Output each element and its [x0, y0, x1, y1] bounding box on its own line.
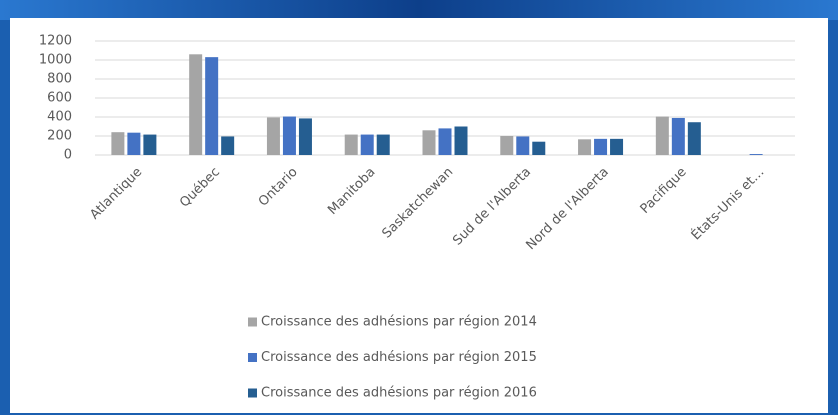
bar	[298, 118, 312, 155]
bar	[111, 132, 125, 155]
bar	[532, 141, 546, 155]
bar	[360, 134, 374, 155]
bar	[376, 134, 390, 155]
y-tick-label: 800	[47, 72, 72, 87]
panel	[10, 18, 828, 413]
bar	[221, 136, 235, 155]
bar	[344, 134, 358, 155]
bar	[749, 154, 763, 155]
bar	[516, 136, 530, 155]
legend-swatch	[248, 388, 257, 398]
bar	[127, 132, 141, 155]
bar	[655, 116, 669, 155]
banner	[0, 0, 838, 20]
bar	[687, 122, 701, 155]
y-tick-label: 0	[64, 148, 72, 163]
bar	[205, 57, 219, 155]
bar	[594, 138, 608, 155]
bar	[438, 128, 452, 155]
y-tick-label: 1000	[39, 53, 72, 68]
legend-swatch	[248, 353, 257, 362]
bar	[578, 139, 592, 155]
bar	[266, 117, 280, 155]
bar	[671, 117, 685, 155]
legend-label: Croissance des adhésions par région 2015	[261, 350, 537, 365]
y-tick-label: 400	[47, 110, 72, 125]
y-tick-label: 1200	[39, 34, 72, 49]
bar	[500, 136, 514, 155]
bar	[189, 54, 203, 155]
y-tick-label: 600	[47, 91, 72, 106]
legend-swatch	[248, 317, 257, 327]
bar	[454, 126, 468, 155]
y-tick-label: 200	[47, 129, 72, 144]
bar	[143, 134, 157, 155]
bar	[282, 116, 296, 155]
legend-label: Croissance des adhésions par région 2014	[261, 315, 537, 330]
bar	[610, 138, 624, 155]
legend-label: Croissance des adhésions par région 2016	[261, 386, 537, 401]
bar	[422, 130, 436, 155]
